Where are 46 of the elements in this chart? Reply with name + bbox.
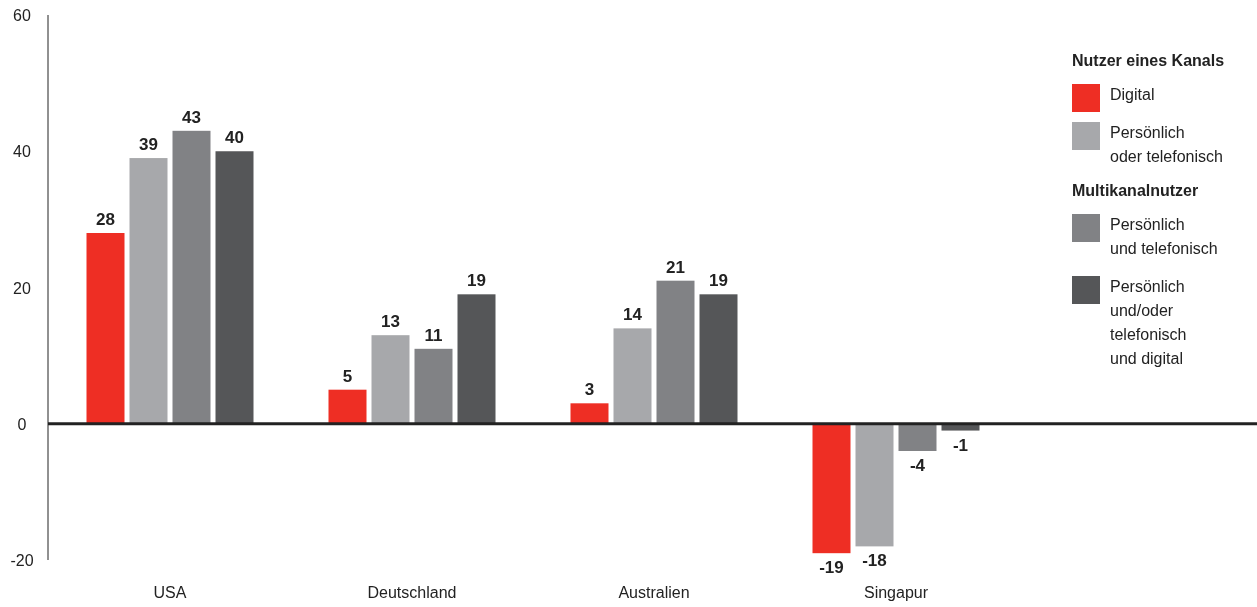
data-label: 5 [342,366,353,386]
bar [812,423,851,554]
bar [215,151,254,424]
text: Multikanalnutzer [1072,182,1199,199]
y-tick-label: 60 [13,7,31,24]
data-label: 40 [225,128,244,148]
data-label: 3 [584,380,595,400]
data-label: 21 [666,257,685,277]
data-label: -19 [819,558,844,578]
data-label: 11 [424,325,443,345]
text: Nutzer eines Kanals [1072,52,1225,69]
x-tick-label: Deutschland [367,584,457,601]
y-tick-label: -20 [10,552,34,569]
bar [457,294,496,424]
data-label: 13 [381,312,400,332]
data-label: 39 [139,135,158,155]
x-tick-label: USA [153,584,187,601]
bar [371,335,410,424]
y-tick-label: 40 [13,143,31,161]
legend-label: Persönlich und/oder telefonisch und digital [1110,278,1187,367]
data-label: -1 [952,435,969,455]
data-label: 14 [623,305,643,325]
data-label: -4 [909,456,926,475]
x-tick-label: Singapur [863,584,929,601]
legend-label: Persönlich oder telefonisch [1110,124,1223,165]
bar [898,423,937,451]
bar [328,389,367,424]
legend-label: Digital [1110,86,1155,103]
data-label: 43 [182,107,201,127]
bar [613,328,652,424]
bar [129,158,168,424]
legend-label: Persönlich und telefonisch [1110,216,1218,257]
bar [172,130,211,424]
data-label: 19 [709,271,728,291]
y-tick-label: 0 [17,415,27,433]
bar [699,294,738,424]
bar [656,280,695,424]
y-tick-label: 20 [13,279,31,297]
x-tick-label: Australien [618,584,690,601]
data-label: 19 [467,271,486,291]
bar [86,233,125,424]
data-label: -18 [862,551,887,571]
bar [414,348,453,424]
bar [855,423,894,547]
bar [570,403,609,424]
data-label: 28 [96,210,115,229]
